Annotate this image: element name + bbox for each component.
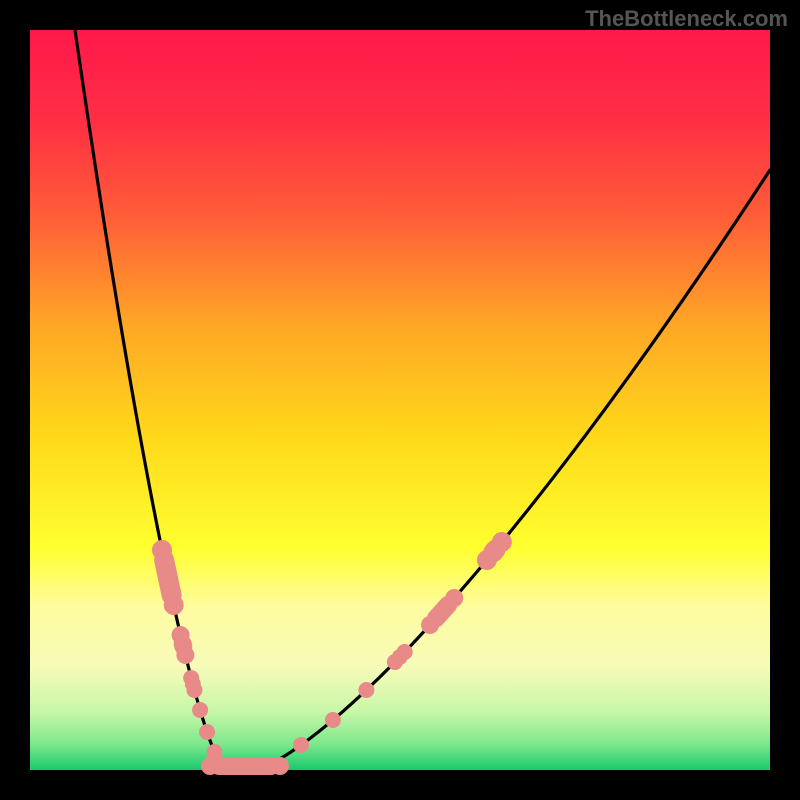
chart-container: TheBottleneck.com: [0, 0, 800, 800]
chart-svg: [0, 0, 800, 800]
watermark-text: TheBottleneck.com: [585, 6, 788, 32]
